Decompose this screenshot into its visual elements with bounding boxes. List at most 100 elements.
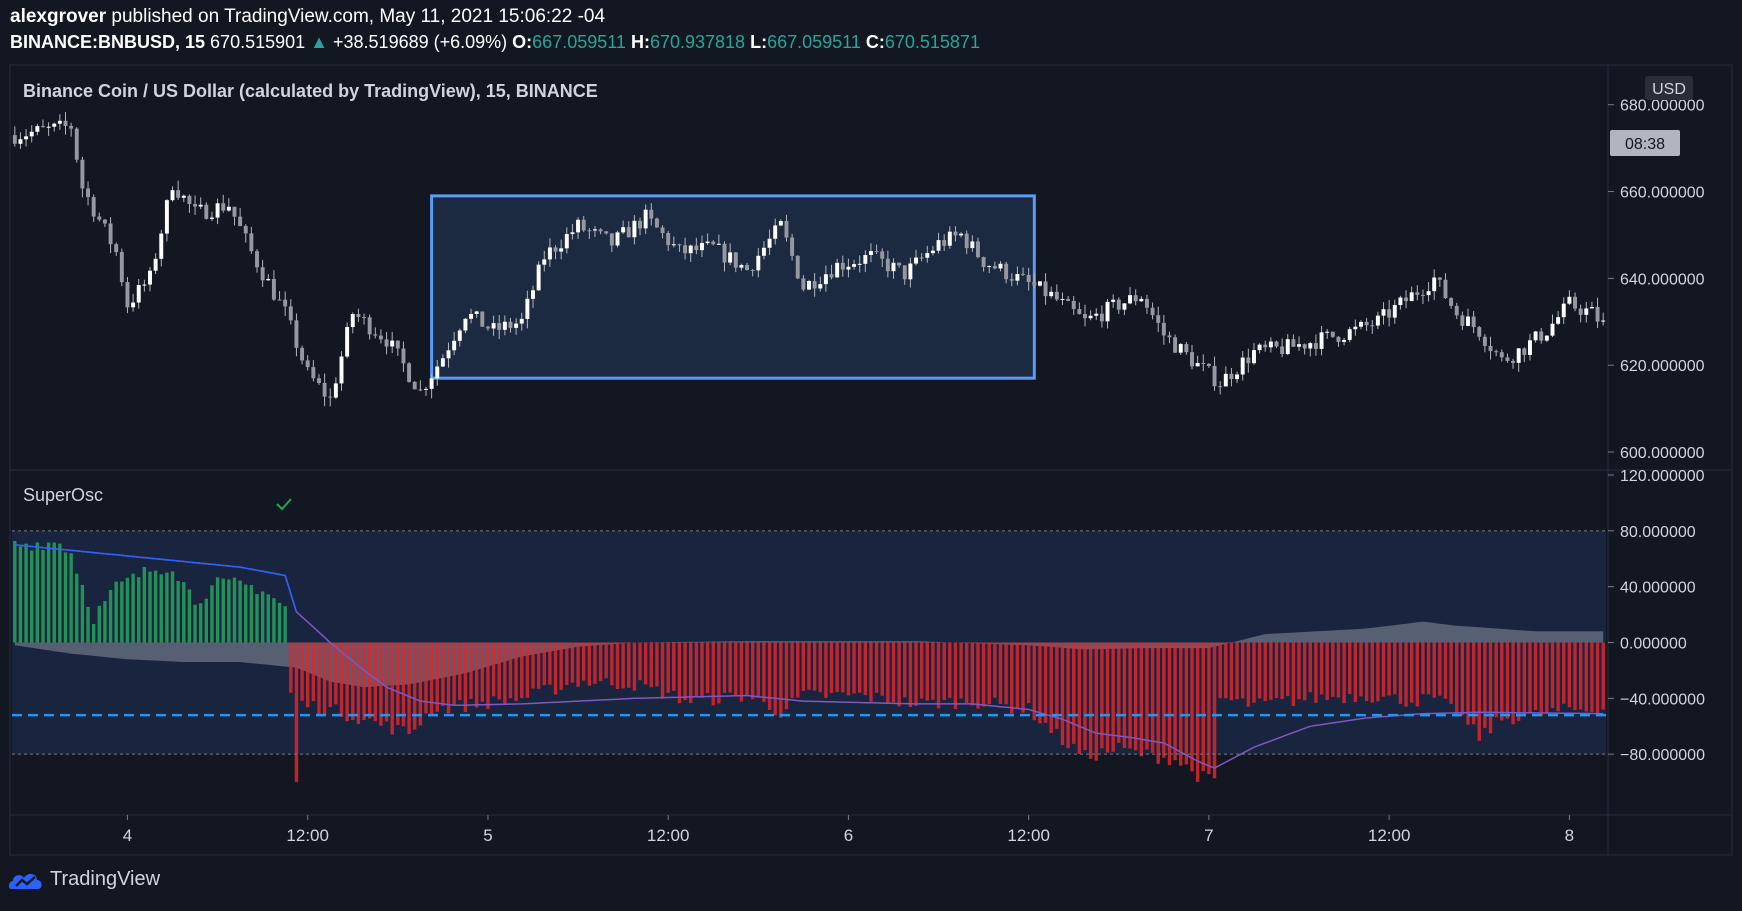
candle-body [947, 231, 952, 246]
candle-body [559, 248, 564, 252]
candle-body [542, 259, 547, 265]
candle-body [1415, 292, 1420, 295]
candle-body [63, 120, 68, 126]
candle-body [294, 320, 299, 348]
candle-body [238, 216, 243, 227]
footer-brand: TradingView [50, 868, 161, 890]
candle-body [919, 257, 924, 259]
osc-pane-title: SuperOsc [23, 485, 103, 505]
osc-tick-label: 40.000000 [1620, 580, 1696, 597]
time-tick-label: 12:00 [1368, 826, 1411, 845]
candle-body [829, 274, 834, 278]
range-rectangle[interactable] [430, 194, 1036, 380]
symbol-info: BINANCE:BNBUSD, 15 670.515901 ▲ +38.5196… [10, 32, 980, 53]
candle-body [114, 244, 119, 253]
candle-body [159, 233, 164, 259]
candle-body [12, 135, 17, 144]
candle-body [170, 190, 175, 201]
candle-body [778, 221, 783, 226]
candle-body [271, 278, 276, 300]
candle-body [1297, 344, 1301, 347]
candle-body [1325, 331, 1330, 333]
candle-body [1505, 357, 1510, 361]
candle-body [1128, 295, 1133, 304]
candle-body [176, 190, 181, 198]
time-axis[interactable]: 4 12:00 5 12:00 6 12:00 7 12:00 8 [123, 815, 1574, 845]
candle-body [576, 219, 581, 233]
candle-body [739, 265, 744, 268]
candle-body [1004, 263, 1009, 280]
check-icon [276, 498, 292, 511]
range-rectangle-box [430, 194, 1036, 380]
candle-body [1212, 365, 1217, 387]
candle-body [181, 195, 186, 198]
candle-body [671, 244, 676, 246]
candle-body [300, 347, 305, 361]
candle-body [694, 245, 699, 251]
candle-body [440, 358, 445, 367]
candle-body [1150, 307, 1155, 316]
candle-body [435, 366, 440, 379]
candle-body [1201, 363, 1206, 365]
candle-body [1409, 292, 1414, 302]
candle-body [1077, 309, 1082, 315]
candle-body [525, 298, 530, 319]
candle-body [1488, 345, 1493, 352]
candle-body [1387, 309, 1392, 318]
candle-body [1083, 314, 1087, 319]
candle-body [677, 244, 682, 246]
candle-body [925, 253, 930, 258]
candle-body [1319, 332, 1324, 349]
candle-body [1032, 281, 1037, 286]
candle-body [1533, 331, 1538, 341]
candle-body [767, 238, 772, 248]
candle-body [288, 306, 293, 321]
candle-body [485, 326, 490, 329]
candle-body [581, 219, 586, 231]
candle-body [226, 206, 231, 211]
candle-body [1223, 373, 1228, 387]
candle-body [711, 241, 716, 245]
candle-body [654, 218, 659, 228]
candle-body [249, 233, 254, 252]
candle-body [305, 360, 310, 368]
candle-body [1477, 327, 1482, 337]
candle-body [1280, 346, 1285, 355]
candle-body [187, 195, 192, 205]
footer[interactable]: TradingView [8, 868, 160, 891]
high-value: 670.937818 [649, 32, 746, 52]
candle-body [897, 262, 902, 266]
price-tick-label: 620.000000 [1620, 358, 1705, 375]
candle-body [373, 334, 378, 336]
osc-signal [14, 544, 1604, 769]
candle-body [1443, 279, 1448, 299]
currency-badge[interactable]: USD [1645, 76, 1693, 100]
candle-body [1482, 336, 1487, 346]
price-tick-label: 640.000000 [1620, 271, 1705, 288]
candle-body [874, 251, 879, 253]
osc-axis[interactable]: −80.000000 −40.000000 0.000000 40.000000 80.… [1608, 468, 1705, 764]
candle-body [283, 299, 288, 307]
candle-body [852, 264, 857, 267]
price-axis[interactable]: 600.000000 620.000000 640.000000 660.000000… [1608, 98, 1705, 462]
candle-body [649, 209, 654, 219]
candle-body [1336, 336, 1341, 342]
candle-body [1578, 308, 1583, 315]
candle-body [164, 200, 169, 234]
candle-body [1353, 326, 1358, 330]
candle-body [86, 188, 91, 198]
candle-body [142, 284, 147, 286]
candle-body [378, 335, 383, 340]
candle-body [29, 131, 34, 137]
candle-body [823, 274, 828, 285]
osc-histogram [13, 541, 1605, 783]
candle-body [1404, 297, 1409, 302]
time-tick-label: 12:00 [647, 826, 690, 845]
candle-body [480, 311, 485, 327]
candle-body [80, 159, 85, 189]
candle-body [1122, 303, 1127, 310]
candle-body [277, 299, 282, 301]
candle-body [255, 251, 259, 268]
author-name[interactable]: alexgrover [10, 6, 107, 27]
